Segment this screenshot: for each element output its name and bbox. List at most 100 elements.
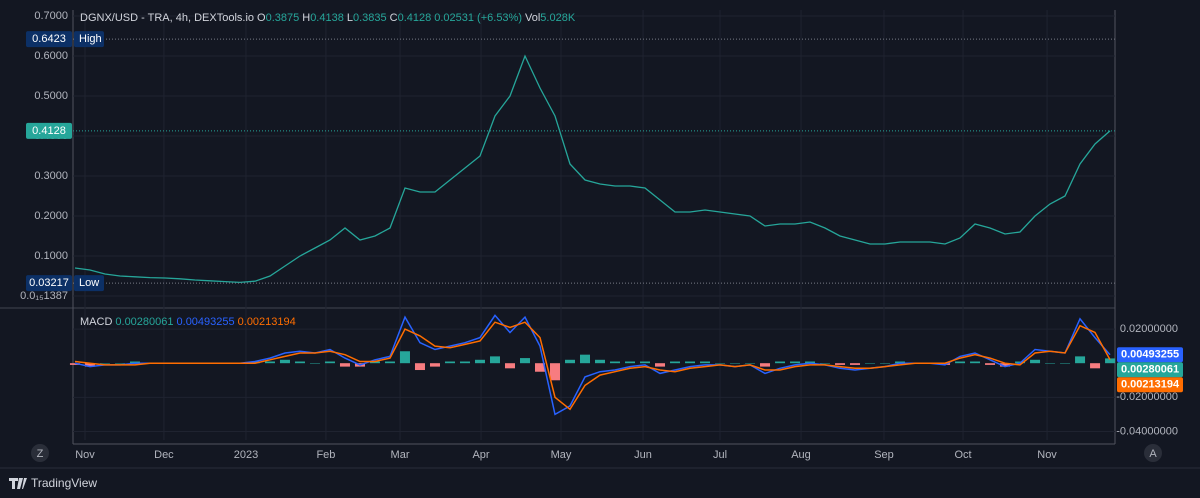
macd-value-tag (1117, 377, 1183, 393)
histogram-bar (625, 361, 636, 364)
macd-value-tag-text: 0.00213194 (1121, 379, 1180, 391)
y-tick-label: 0.6000 (34, 50, 68, 62)
histogram-bar (805, 361, 816, 364)
low_marker-tag (26, 275, 72, 292)
x-tick-label: Aug (791, 449, 811, 461)
histogram-bar (99, 363, 110, 364)
change-value: 0.02531 (+6.53%) (434, 12, 522, 24)
histogram-bar (84, 363, 95, 367)
x-tick-label: 2023 (234, 449, 258, 461)
histogram-bar (730, 363, 741, 364)
histogram-bar (1045, 363, 1056, 364)
high_marker-label: High (79, 33, 102, 45)
a-button-label[interactable]: A (1149, 448, 1157, 460)
macd-value-tag-text: 0.00493255 (1121, 349, 1179, 361)
high_marker-tag (26, 31, 72, 48)
histogram-bar (745, 363, 756, 364)
low-label: L (346, 12, 353, 24)
close-value: 0.4128 (397, 12, 432, 24)
histogram-bar (835, 363, 846, 365)
z-button[interactable] (31, 444, 49, 462)
histogram-bar (519, 358, 530, 364)
open-value: 0.3875 (265, 12, 300, 24)
macd-value-tag (1117, 347, 1183, 363)
x-tick-label: Apr (472, 449, 489, 461)
y-tick-label: 0.5000 (34, 90, 68, 102)
histogram-bar (264, 361, 275, 364)
histogram-bar (309, 363, 320, 364)
histogram-bar (700, 361, 711, 364)
y2-tick-label: 0.02000000 (1120, 323, 1178, 335)
histogram-bar (1075, 356, 1086, 364)
histogram-bar (1105, 358, 1116, 364)
histogram-bar (685, 361, 696, 364)
macd-series-line (74, 314, 1111, 416)
symbol-title: DGNX/USD - TRA, 4h, DEXTools.io (80, 12, 255, 24)
histogram-bar (610, 361, 621, 364)
low_marker-tag-value: 0.03217 (29, 277, 69, 289)
high_marker-tag-value: 0.6423 (32, 33, 66, 45)
histogram-bar (279, 359, 290, 364)
macd-series-line (74, 321, 1111, 411)
volume-label: Vol (525, 12, 541, 24)
histogram-bar (670, 361, 681, 364)
histogram-bar (534, 363, 545, 372)
macd-line-value: 0.00493255 (176, 316, 235, 328)
brand-logo (9, 478, 27, 489)
histogram-bar (970, 361, 981, 364)
histogram-bar (595, 359, 606, 364)
brand-name: TradingView (31, 476, 97, 490)
histogram-bar (579, 354, 590, 364)
histogram-bar (504, 363, 515, 369)
histogram-bar (715, 363, 726, 364)
y-tick-label: 0.2000 (34, 210, 68, 222)
y-tick-label: 0.7000 (34, 10, 68, 22)
histogram-bar (129, 361, 140, 364)
y-tick-label: 0.3000 (34, 170, 68, 182)
histogram-bar (249, 361, 260, 364)
histogram-bar (369, 361, 380, 364)
volume-value: 5.028K (540, 12, 576, 24)
histogram-bar (549, 363, 560, 381)
histogram-bar (1090, 363, 1101, 369)
price-legend: DGNX/USD - TRA, 4h, DEXTools.io O 0.3875 … (80, 12, 578, 24)
x-tick-label: Jul (713, 449, 727, 461)
macd-hist-value: 0.00280061 (115, 316, 174, 328)
high-label: H (302, 12, 311, 24)
low_marker-label-box (74, 275, 104, 292)
a-button[interactable] (1144, 444, 1162, 462)
z-button-label[interactable]: Z (37, 448, 44, 460)
x-tick-label: Jun (634, 449, 652, 461)
y2-tick-label: -0.02000000 (1116, 391, 1178, 403)
x-tick-label: Oct (954, 449, 971, 461)
x-tick-label: Mar (391, 449, 410, 461)
y2-tick-label: -0.04000000 (1116, 425, 1178, 437)
macd-value-tag-text: 0.00280061 (1121, 364, 1179, 376)
histogram-bar (489, 356, 500, 364)
macd-title: MACD (80, 316, 113, 328)
low-value: 0.3835 (352, 12, 387, 24)
y-tick-label: 0.0₁₅1387 (20, 290, 68, 302)
last-price-tag (26, 122, 72, 139)
high_marker-label-box (74, 31, 104, 48)
histogram-bar (775, 361, 786, 364)
histogram-bar (1000, 363, 1011, 367)
histogram-bar (444, 361, 455, 364)
histogram-bar (640, 361, 651, 364)
histogram-bar (865, 363, 876, 364)
histogram-bar (114, 363, 125, 364)
macd-value-tag (1117, 362, 1183, 378)
histogram-bar (69, 363, 80, 365)
x-tick-label: Nov (75, 449, 95, 461)
histogram-bar (820, 363, 831, 364)
histogram-bar (474, 359, 485, 364)
x-tick-label: May (551, 449, 572, 461)
macd-signal-value: 0.00213194 (237, 316, 296, 328)
histogram-bar (790, 361, 801, 364)
histogram-bar (459, 361, 470, 364)
x-tick-label: Nov (1037, 449, 1057, 461)
histogram-bar (324, 361, 335, 364)
last-price-value: 0.4128 (32, 125, 66, 137)
